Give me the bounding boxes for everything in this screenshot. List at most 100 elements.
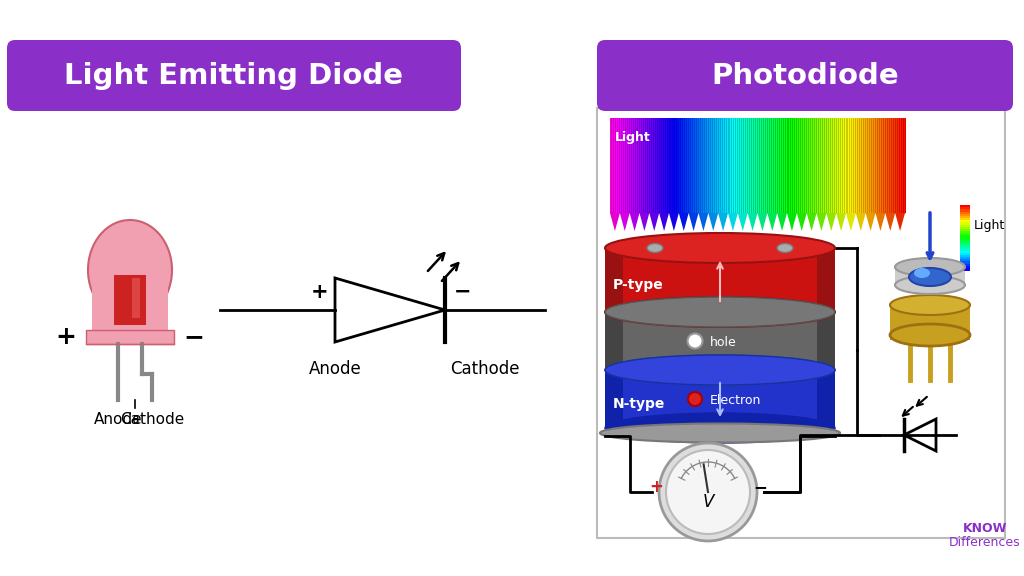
Polygon shape xyxy=(865,213,876,231)
Ellipse shape xyxy=(605,355,835,385)
Bar xyxy=(961,237,970,240)
Bar xyxy=(838,118,841,213)
Bar xyxy=(801,118,804,213)
Bar xyxy=(848,118,851,213)
Bar xyxy=(645,118,648,213)
Bar xyxy=(720,118,723,213)
Bar xyxy=(698,118,701,213)
Bar xyxy=(626,118,629,213)
Bar xyxy=(837,118,839,213)
Bar xyxy=(724,118,727,213)
Bar xyxy=(730,118,733,213)
Bar xyxy=(617,118,621,213)
Bar xyxy=(873,118,877,213)
Bar xyxy=(741,118,744,213)
Bar xyxy=(707,118,710,213)
Bar xyxy=(777,118,780,213)
Bar xyxy=(822,118,825,213)
Bar xyxy=(897,118,900,213)
Bar xyxy=(673,118,676,213)
Bar xyxy=(884,118,887,213)
Bar xyxy=(856,118,859,213)
Bar xyxy=(728,118,731,213)
Polygon shape xyxy=(698,213,709,231)
Bar xyxy=(797,118,800,213)
Bar xyxy=(605,370,623,428)
Polygon shape xyxy=(669,213,679,231)
Ellipse shape xyxy=(895,258,965,276)
Polygon shape xyxy=(895,213,905,231)
Bar xyxy=(655,118,658,213)
FancyBboxPatch shape xyxy=(597,40,1013,111)
Bar xyxy=(961,220,970,223)
Bar xyxy=(702,118,706,213)
Polygon shape xyxy=(837,213,846,231)
Bar xyxy=(700,118,703,213)
Bar xyxy=(961,236,970,238)
Bar xyxy=(767,118,770,213)
Bar xyxy=(961,222,970,225)
Bar xyxy=(694,118,697,213)
Bar xyxy=(805,118,808,213)
Polygon shape xyxy=(610,213,620,231)
Bar xyxy=(817,312,835,370)
Text: Cathode: Cathode xyxy=(451,360,520,378)
Bar xyxy=(880,118,883,213)
Ellipse shape xyxy=(666,450,750,534)
Bar xyxy=(92,270,168,330)
Polygon shape xyxy=(728,213,738,231)
Polygon shape xyxy=(620,213,630,231)
FancyBboxPatch shape xyxy=(597,108,1005,538)
Polygon shape xyxy=(886,213,895,231)
Bar xyxy=(620,118,623,213)
Bar xyxy=(615,118,618,213)
Bar xyxy=(813,118,815,213)
Text: −: − xyxy=(455,282,472,302)
Bar xyxy=(824,118,827,213)
Bar xyxy=(886,118,888,213)
Text: +: + xyxy=(311,282,329,302)
Bar xyxy=(679,118,682,213)
Bar xyxy=(809,118,812,213)
Bar xyxy=(612,118,615,213)
Bar xyxy=(713,118,715,213)
Bar xyxy=(651,118,654,213)
Bar xyxy=(961,225,970,227)
Bar xyxy=(961,216,970,218)
Bar xyxy=(722,118,725,213)
Bar xyxy=(675,118,678,213)
Bar xyxy=(692,118,695,213)
Bar xyxy=(816,118,819,213)
Bar xyxy=(961,255,970,257)
Bar xyxy=(781,118,784,213)
Bar xyxy=(858,118,861,213)
Ellipse shape xyxy=(909,268,951,286)
Text: Cathode: Cathode xyxy=(120,412,184,427)
Bar xyxy=(726,118,729,213)
Bar xyxy=(961,257,970,260)
Bar xyxy=(114,275,146,325)
Ellipse shape xyxy=(777,244,793,252)
Ellipse shape xyxy=(605,413,835,443)
Bar xyxy=(605,370,835,428)
Bar xyxy=(641,118,644,213)
Bar xyxy=(748,118,751,213)
Bar xyxy=(649,118,652,213)
Bar xyxy=(653,118,656,213)
Bar xyxy=(882,118,885,213)
Ellipse shape xyxy=(890,295,970,315)
Bar xyxy=(605,312,835,370)
Bar xyxy=(687,118,690,213)
Bar xyxy=(961,231,970,234)
Bar xyxy=(961,214,970,217)
Bar xyxy=(628,118,631,213)
Bar xyxy=(869,118,872,213)
Bar xyxy=(899,118,902,213)
FancyBboxPatch shape xyxy=(7,40,461,111)
Ellipse shape xyxy=(605,297,835,327)
Bar xyxy=(961,251,970,253)
Bar xyxy=(665,118,668,213)
Bar xyxy=(664,118,666,213)
Text: P-type: P-type xyxy=(613,278,664,292)
Bar xyxy=(787,118,790,213)
